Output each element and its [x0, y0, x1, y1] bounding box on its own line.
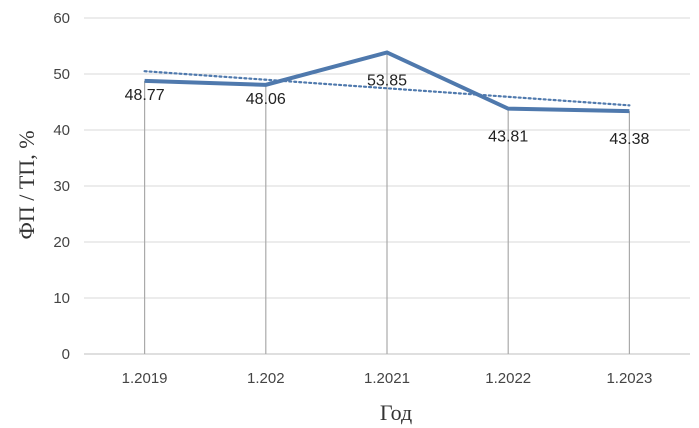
data-label: 48.77 [125, 87, 165, 104]
x-tick-label: 1.202 [247, 370, 285, 387]
y-tick-label: 0 [62, 346, 70, 363]
x-axis-title: Год [380, 400, 412, 425]
x-tick-labels: 1.2019 1.202 1.2021 1.2022 1.2023 [122, 370, 653, 387]
series-line [144, 50, 630, 114]
data-label: 43.38 [609, 131, 649, 148]
data-label: 53.85 [367, 72, 407, 89]
y-tick-label: 60 [53, 10, 70, 27]
y-axis-title: ФП / ТП, % [14, 130, 39, 239]
x-tick-label: 1.2021 [364, 370, 410, 387]
y-tick-label: 30 [53, 178, 70, 195]
data-label: 43.81 [488, 129, 528, 146]
x-tick-label: 1.2019 [122, 370, 168, 387]
trendline [143, 70, 631, 107]
drop-lines [144, 52, 631, 354]
y-tick-labels: 0 10 20 30 40 50 60 [53, 10, 70, 363]
series-group [144, 50, 630, 114]
y-tick-label: 40 [53, 122, 70, 139]
y-tick-label: 50 [53, 66, 70, 83]
data-labels: 48.77 48.06 53.85 43.81 43.38 [125, 72, 650, 148]
x-tick-label: 1.2023 [606, 370, 652, 387]
y-tick-label: 10 [53, 290, 70, 307]
x-tick-label: 1.2022 [485, 370, 531, 387]
data-label: 48.06 [246, 91, 286, 108]
y-tick-label: 20 [53, 234, 70, 251]
trendline-group [143, 70, 631, 107]
